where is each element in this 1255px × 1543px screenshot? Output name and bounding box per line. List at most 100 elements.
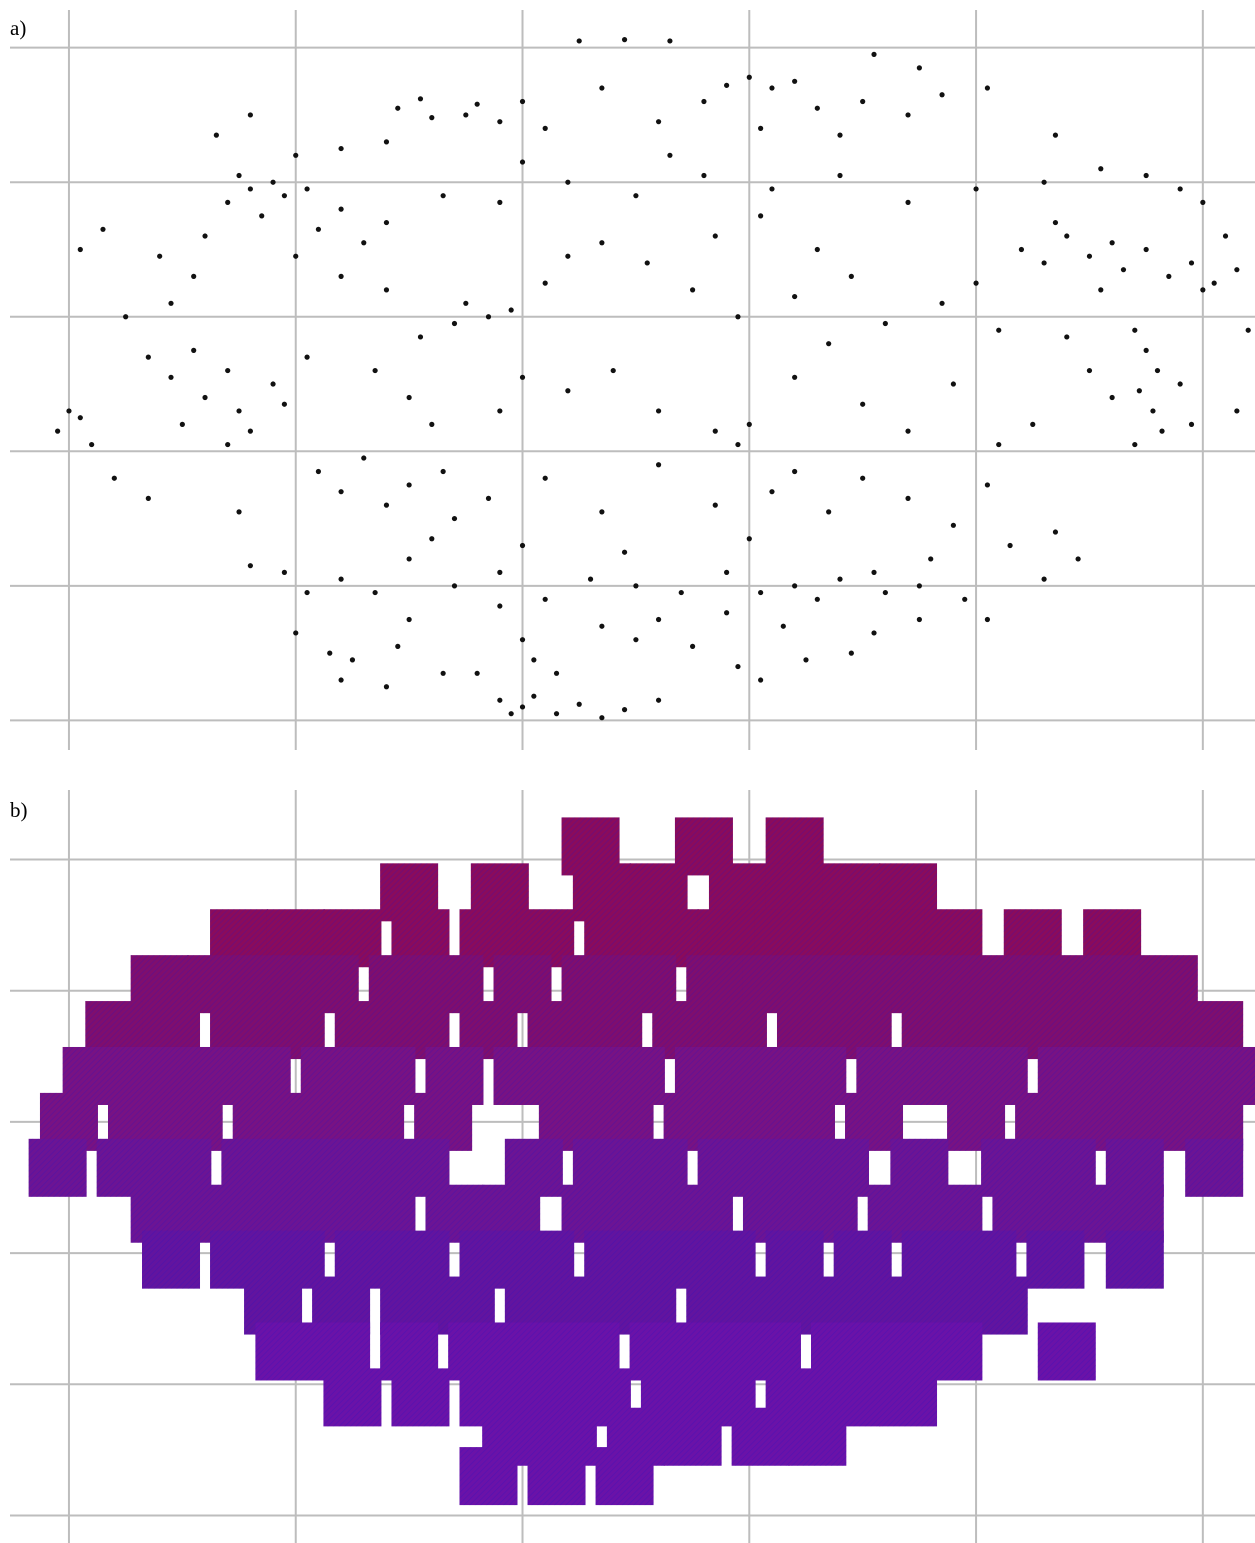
point bbox=[565, 253, 571, 259]
point bbox=[905, 112, 911, 118]
tile bbox=[391, 1368, 450, 1427]
point bbox=[191, 347, 197, 353]
point bbox=[338, 576, 344, 582]
point bbox=[213, 132, 219, 138]
point bbox=[655, 616, 662, 623]
point bbox=[145, 495, 151, 501]
point bbox=[1098, 166, 1104, 172]
point bbox=[247, 563, 253, 569]
point bbox=[1086, 253, 1093, 259]
point bbox=[1188, 421, 1195, 427]
point bbox=[769, 186, 775, 192]
point bbox=[361, 455, 367, 461]
tile bbox=[595, 1447, 654, 1506]
point bbox=[383, 139, 390, 145]
point bbox=[599, 509, 605, 515]
point bbox=[259, 213, 265, 219]
point bbox=[236, 172, 242, 179]
point bbox=[712, 428, 718, 434]
point bbox=[236, 509, 242, 515]
point bbox=[860, 401, 866, 407]
point bbox=[1041, 576, 1047, 582]
point bbox=[225, 441, 231, 448]
point bbox=[689, 643, 696, 650]
point bbox=[519, 98, 526, 105]
tile-texture bbox=[663, 1407, 722, 1466]
point bbox=[916, 65, 922, 71]
point bbox=[814, 105, 820, 111]
tile-texture bbox=[142, 1230, 201, 1289]
point bbox=[485, 495, 492, 501]
point bbox=[304, 589, 310, 596]
point bbox=[383, 219, 390, 226]
point bbox=[882, 320, 888, 327]
tile bbox=[1037, 1322, 1096, 1381]
point bbox=[724, 569, 730, 576]
point bbox=[281, 569, 287, 576]
point bbox=[633, 637, 639, 643]
point bbox=[712, 502, 718, 508]
point bbox=[1030, 421, 1036, 427]
point bbox=[565, 179, 571, 185]
tile-texture bbox=[1105, 1230, 1164, 1289]
point bbox=[792, 583, 798, 589]
tile-texture bbox=[788, 1407, 847, 1466]
point bbox=[1052, 529, 1059, 535]
point bbox=[1143, 172, 1149, 179]
tile-texture bbox=[28, 1138, 87, 1197]
point bbox=[247, 428, 253, 434]
point bbox=[610, 367, 616, 374]
point bbox=[406, 556, 412, 562]
point bbox=[304, 186, 310, 192]
point bbox=[1177, 186, 1183, 192]
point bbox=[837, 132, 843, 138]
panel-label: b) bbox=[10, 798, 28, 822]
point bbox=[1245, 327, 1251, 333]
point bbox=[315, 226, 322, 232]
point bbox=[383, 684, 390, 690]
point bbox=[168, 374, 174, 380]
point bbox=[327, 650, 333, 656]
point bbox=[916, 616, 922, 623]
point bbox=[1200, 287, 1206, 293]
point bbox=[996, 441, 1002, 448]
point bbox=[576, 38, 582, 44]
point bbox=[451, 583, 458, 589]
point bbox=[168, 300, 174, 306]
point bbox=[848, 273, 854, 279]
point bbox=[792, 78, 798, 84]
point bbox=[338, 677, 344, 683]
point bbox=[984, 616, 991, 623]
point bbox=[1018, 246, 1025, 253]
point bbox=[633, 193, 639, 199]
point bbox=[1234, 408, 1240, 414]
point bbox=[633, 583, 639, 589]
point bbox=[621, 549, 628, 555]
tile bbox=[323, 1368, 382, 1427]
point bbox=[440, 193, 446, 199]
point bbox=[508, 307, 514, 313]
point bbox=[565, 388, 571, 394]
point bbox=[395, 105, 401, 111]
point bbox=[996, 327, 1002, 333]
point bbox=[871, 51, 877, 58]
tile-texture bbox=[595, 1447, 654, 1506]
point bbox=[701, 172, 707, 179]
point bbox=[293, 630, 299, 636]
point bbox=[599, 85, 605, 91]
point bbox=[157, 253, 163, 259]
point bbox=[1064, 233, 1070, 239]
point bbox=[1052, 219, 1059, 226]
point bbox=[406, 616, 412, 623]
point bbox=[202, 233, 208, 239]
point bbox=[746, 74, 752, 80]
point bbox=[429, 421, 435, 427]
point bbox=[1177, 381, 1183, 387]
point bbox=[315, 468, 322, 475]
tile bbox=[1105, 1230, 1164, 1289]
tile bbox=[1026, 1230, 1085, 1289]
point bbox=[361, 240, 367, 246]
point bbox=[270, 179, 276, 185]
point bbox=[621, 707, 628, 713]
point bbox=[1041, 179, 1047, 185]
